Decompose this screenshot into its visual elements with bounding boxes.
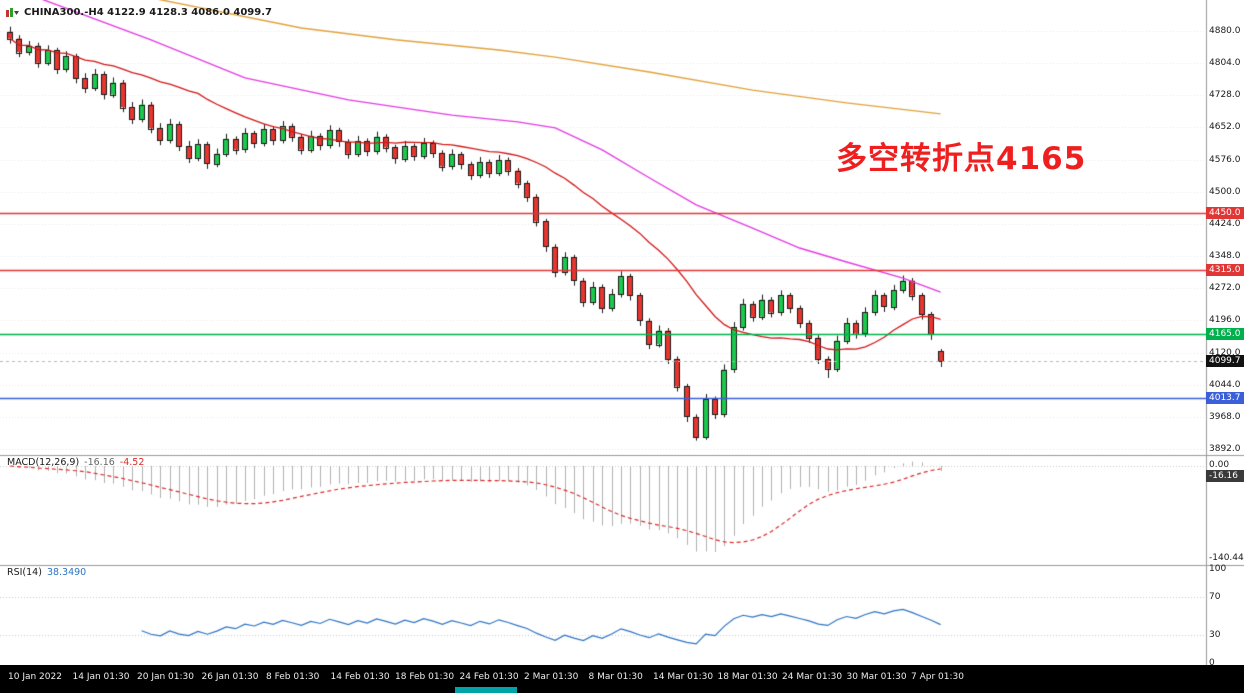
price-axis-label: 4652.0: [1209, 122, 1241, 133]
time-axis-label: 30 Mar 01:30: [846, 672, 907, 682]
rsi-name: RSI(14): [7, 567, 42, 578]
price-level-tag[interactable]: 4450.0: [1206, 206, 1244, 219]
macd-indicator-label: MACD(12,26,9) -16.16 -4.52: [7, 457, 149, 468]
price-axis-label: 4120.0: [1209, 347, 1241, 358]
time-axis-label: 7 Apr 01:30: [911, 672, 964, 682]
time-axis-label: 26 Jan 01:30: [201, 672, 259, 682]
macd-name: MACD(12,26,9): [7, 457, 80, 468]
macd-value-main: -16.16: [84, 457, 115, 468]
time-axis[interactable]: 10 Jan 2022 14 Jan 01:30 20 Jan 01:30 26 Ja…: [0, 665, 1244, 693]
price-axis-label: 3892.0: [1209, 444, 1241, 455]
price-axis-label: 4880.0: [1209, 25, 1241, 36]
symbol-ohlc-text: CHINA300.-H4 4122.9 4128.3 4086.0 4099.7: [24, 7, 272, 18]
time-axis-label: 14 Jan 01:30: [72, 672, 130, 682]
time-axis-label: 14 Feb 01:30: [330, 672, 390, 682]
price-level-tag[interactable]: 4165.0: [1206, 327, 1244, 340]
time-axis-label: 10 Jan 2022: [8, 672, 62, 682]
macd-value-signal: -4.52: [119, 457, 145, 468]
time-axis-label: 24 Feb 01:30: [459, 672, 519, 682]
rsi-axis-label: 0: [1209, 658, 1215, 668]
price-axis-label: 4728.0: [1209, 90, 1241, 101]
time-axis-label: 24 Mar 01:30: [782, 672, 843, 682]
rsi-indicator-label: RSI(14) 38.3490: [7, 567, 91, 578]
macd-value-tag: -16.16: [1206, 470, 1244, 483]
price-level-tag[interactable]: 4013.7: [1206, 391, 1244, 404]
price-axis-label: 4424.0: [1209, 218, 1241, 229]
rsi-axis-label: 100: [1209, 564, 1227, 574]
current-price-tag: 4099.7: [1206, 355, 1244, 368]
time-axis-label: 18 Mar 01:30: [717, 672, 778, 682]
symbol-info: CHINA300.-H4 4122.9 4128.3 4086.0 4099.7: [6, 7, 272, 18]
price-level-tag[interactable]: 4315.0: [1206, 264, 1244, 277]
macd-axis-zero-label: 0.00: [1209, 460, 1230, 470]
rsi-axis-label: 30: [1209, 629, 1221, 640]
price-axis-label: 4272.0: [1209, 283, 1241, 294]
time-axis-label: 20 Jan 01:30: [137, 672, 194, 682]
rsi-value: 38.3490: [46, 567, 87, 578]
macd-axis-min-label: -140.44: [1209, 553, 1244, 563]
price-axis-label: 4500.0: [1209, 186, 1241, 197]
time-axis-label: 2 Mar 01:30: [524, 672, 579, 682]
price-axis-label: 3968.0: [1209, 411, 1241, 422]
price-axis-label: 4576.0: [1209, 154, 1241, 165]
rsi-axis-label: 70: [1209, 592, 1221, 603]
price-axis-label: 4196.0: [1209, 315, 1241, 326]
price-axis-label: 4804.0: [1209, 58, 1241, 69]
price-axis-label: 4044.0: [1209, 379, 1241, 390]
time-axis-label: 14 Mar 01:30: [653, 672, 714, 682]
time-axis-label: 8 Feb 01:30: [266, 672, 320, 682]
price-axis-label: 4348.0: [1209, 251, 1241, 262]
time-axis-label: 18 Feb 01:30: [395, 672, 455, 682]
chart-menu-icon[interactable]: [6, 7, 19, 18]
chart-annotation[interactable]: 多空转折点4165: [836, 141, 1087, 177]
taskbar-fragment[interactable]: [455, 687, 517, 693]
time-axis-label: 8 Mar 01:30: [588, 672, 643, 682]
